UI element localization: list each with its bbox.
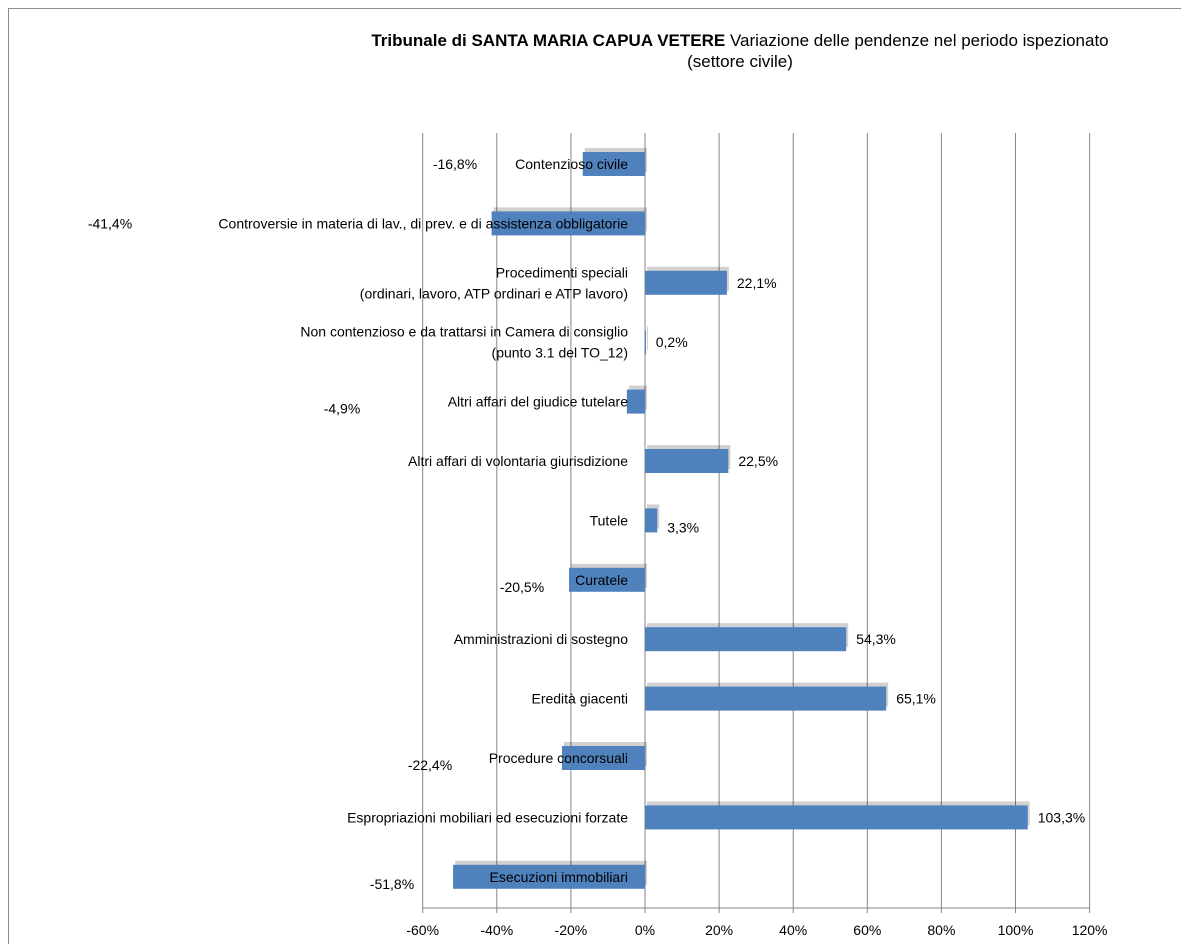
- data-label: 54,3%: [856, 631, 896, 647]
- category-label: Contenzioso civile: [515, 156, 628, 172]
- chart-title: Tribunale di SANTA MARIA CAPUA VETERE: [371, 31, 726, 50]
- bar-shadow: [647, 326, 648, 351]
- data-label: -16,8%: [433, 156, 477, 172]
- category-label: Curatele: [575, 572, 628, 588]
- x-tick-label: 0%: [635, 922, 655, 938]
- category-label: Controversie in materia di lav., di prev…: [218, 215, 628, 231]
- category-label: Esecuzioni immobiliari: [490, 869, 629, 885]
- data-label: -22,4%: [408, 757, 452, 773]
- category-label: (punto 3.1 del TO_12): [492, 345, 628, 361]
- bar: [645, 270, 727, 295]
- x-tick-label: 100%: [998, 922, 1034, 938]
- x-tick-label: -60%: [406, 922, 439, 938]
- chart-subtitle-line2: (settore civile): [687, 52, 793, 71]
- data-label: 22,1%: [737, 275, 777, 291]
- bar: [645, 805, 1028, 830]
- bar: [562, 746, 645, 770]
- bar: [491, 211, 645, 236]
- chart-frame: [8, 8, 1181, 944]
- x-tick-label: 60%: [853, 922, 881, 938]
- x-tick-label: 120%: [1072, 922, 1108, 938]
- bar: [453, 864, 645, 889]
- data-label: 65,1%: [896, 691, 936, 707]
- bar: [645, 330, 646, 355]
- category-label: Non contenzioso e da trattarsi in Camera…: [300, 324, 628, 340]
- category-label: Procedure concorsuali: [489, 750, 628, 766]
- x-tick-label: -20%: [555, 922, 588, 938]
- data-label: 22,5%: [738, 453, 778, 469]
- chart-title-block: Tribunale di SANTA MARIA CAPUA VETERE Va…: [300, 30, 1180, 72]
- bar: [645, 686, 887, 711]
- bar: [645, 508, 658, 533]
- category-label: Eredità giacenti: [531, 691, 628, 707]
- bar: [582, 152, 645, 176]
- bar: [569, 567, 645, 592]
- chart-subtitle-line1: Variazione delle pendenze nel periodo is…: [729, 31, 1109, 50]
- category-label: Tutele: [590, 512, 629, 528]
- data-label: 0,2%: [656, 334, 688, 350]
- bar: [626, 389, 645, 414]
- category-label: Altri affari di volontaria giurisdizione: [408, 453, 628, 469]
- x-tick-label: 80%: [927, 922, 955, 938]
- x-tick-label: 20%: [705, 922, 733, 938]
- data-label: 103,3%: [1038, 809, 1085, 825]
- category-label: Altri affari del giudice tutelare: [448, 394, 628, 410]
- data-label: -51,8%: [370, 876, 414, 892]
- data-label: 3,3%: [667, 519, 699, 535]
- category-label: (ordinari, lavoro, ATP ordinari e ATP la…: [360, 285, 628, 301]
- data-label: -4,9%: [324, 401, 361, 417]
- x-tick-label: 40%: [779, 922, 807, 938]
- category-label: Espropriazioni mobiliari ed esecuzioni f…: [347, 809, 628, 825]
- data-label: -20,5%: [500, 579, 544, 595]
- category-label: Procedimenti speciali: [496, 264, 628, 280]
- category-label: Amministrazioni di sostegno: [454, 631, 629, 647]
- bar: [645, 449, 729, 473]
- bar: [645, 627, 847, 652]
- x-tick-label: -40%: [480, 922, 513, 938]
- data-label: -41,4%: [88, 215, 132, 231]
